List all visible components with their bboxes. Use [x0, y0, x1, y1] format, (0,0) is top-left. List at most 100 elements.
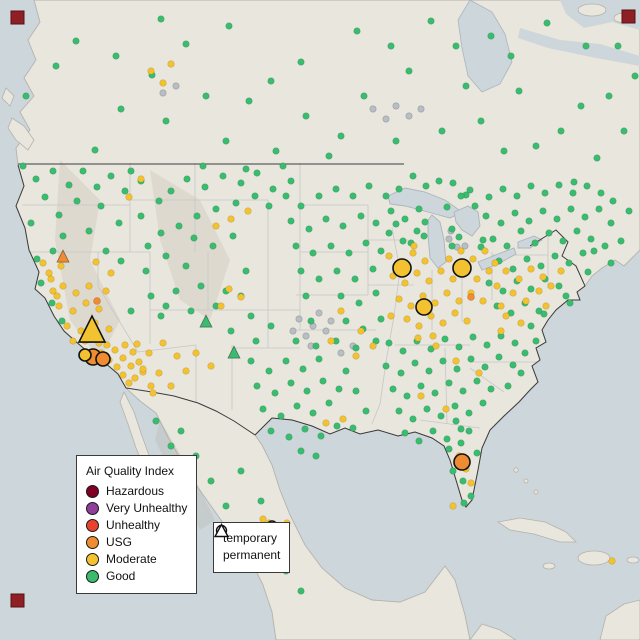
station-dot-good[interactable] [445, 445, 453, 453]
station-dot-moderate[interactable] [445, 255, 453, 263]
station-dot-good[interactable] [72, 37, 80, 45]
station-dot-moderate[interactable] [207, 362, 215, 370]
station-dot-good[interactable] [349, 192, 357, 200]
station-dot-good[interactable] [485, 279, 493, 287]
station-dot-good[interactable] [93, 183, 101, 191]
station-dot-good[interactable] [299, 365, 307, 373]
station-dot-good[interactable] [55, 211, 63, 219]
station-dot-good[interactable] [337, 292, 345, 300]
station-dot-moderate[interactable] [432, 342, 440, 350]
station-dot-good[interactable] [566, 299, 574, 307]
station-dot-good[interactable] [397, 369, 405, 377]
station-dot-good[interactable] [142, 267, 150, 275]
station-dot-good[interactable] [312, 452, 320, 460]
station-dot-good[interactable] [219, 172, 227, 180]
station-dot-good[interactable] [309, 409, 317, 417]
station-dot-moderate[interactable] [155, 369, 163, 377]
station-dot-good[interactable] [287, 379, 295, 387]
station-dot-good[interactable] [605, 92, 613, 100]
station-dot-good[interactable] [41, 193, 49, 201]
station-dot-good[interactable] [245, 97, 253, 105]
station-dot-moderate[interactable] [527, 265, 535, 273]
station-dot-good[interactable] [115, 219, 123, 227]
station-dot-moderate[interactable] [357, 327, 365, 335]
station-dot-moderate[interactable] [409, 249, 417, 257]
station-dot-good[interactable] [569, 189, 577, 197]
station-dot-good[interactable] [581, 213, 589, 221]
station-dot-good[interactable] [121, 187, 129, 195]
station-dot-good[interactable] [339, 222, 347, 230]
station-dot-good[interactable] [73, 197, 81, 205]
station-dot-moderate[interactable] [69, 307, 77, 315]
temporary-station-circle[interactable] [392, 258, 412, 278]
station-dot-moderate[interactable] [451, 309, 459, 317]
station-dot-good[interactable] [162, 302, 170, 310]
station-dot-good[interactable] [182, 40, 190, 48]
station-dot-good[interactable] [523, 255, 531, 263]
station-dot-moderate[interactable] [159, 339, 167, 347]
station-dot-good[interactable] [583, 182, 591, 190]
station-dot-moderate[interactable] [227, 215, 235, 223]
station-dot-good[interactable] [573, 227, 581, 235]
station-dot-moderate[interactable] [463, 317, 471, 325]
station-dot-good[interactable] [253, 169, 261, 177]
station-dot-good[interactable] [382, 362, 390, 370]
station-dot-good[interactable] [553, 215, 561, 223]
station-dot-good[interactable] [467, 492, 475, 500]
station-dot-moderate[interactable] [47, 275, 55, 283]
station-dot-moderate[interactable] [493, 282, 501, 290]
station-dot-moderate[interactable] [539, 273, 547, 281]
station-dot-moderate[interactable] [455, 297, 463, 305]
station-dot-moderate[interactable] [225, 285, 233, 293]
station-dot-moderate[interactable] [457, 247, 465, 255]
station-dot-good[interactable] [259, 405, 267, 413]
station-dot-moderate[interactable] [517, 319, 525, 327]
station-dot-good[interactable] [562, 292, 570, 300]
station-dot-moderate[interactable] [107, 269, 115, 277]
station-dot-good[interactable] [507, 309, 515, 317]
station-dot-good[interactable] [97, 202, 105, 210]
station-dot-nodata[interactable] [382, 115, 390, 123]
station-dot-good[interactable] [49, 247, 57, 255]
station-dot-good[interactable] [352, 344, 360, 352]
station-dot-good[interactable] [365, 182, 373, 190]
station-dot-good[interactable] [157, 15, 165, 23]
station-dot-good[interactable] [521, 349, 529, 357]
station-dot-good[interactable] [469, 333, 477, 341]
station-dot-good[interactable] [292, 242, 300, 250]
station-dot-good[interactable] [473, 449, 481, 457]
station-dot-moderate[interactable] [449, 275, 457, 283]
temporary-station-circle[interactable] [452, 258, 472, 278]
station-dot-moderate[interactable] [497, 302, 505, 310]
station-dot-moderate[interactable] [69, 337, 77, 345]
station-dot-good[interactable] [579, 249, 587, 257]
station-dot-moderate[interactable] [467, 479, 475, 487]
station-dot-good[interactable] [590, 247, 598, 255]
station-dot-good[interactable] [420, 232, 428, 240]
station-dot-nodata[interactable] [295, 315, 303, 323]
station-dot-good[interactable] [37, 279, 45, 287]
station-dot-moderate[interactable] [167, 60, 175, 68]
station-dot-good[interactable] [527, 285, 535, 293]
station-dot-good[interactable] [489, 235, 497, 243]
station-dot-good[interactable] [333, 422, 341, 430]
station-dot-good[interactable] [555, 282, 563, 290]
station-dot-moderate[interactable] [217, 302, 225, 310]
station-dot-good[interactable] [455, 233, 463, 241]
station-dot-moderate[interactable] [327, 337, 335, 345]
station-dot-moderate[interactable] [337, 307, 345, 315]
station-dot-moderate[interactable] [237, 293, 245, 301]
station-dot-good[interactable] [353, 27, 361, 35]
station-dot-moderate[interactable] [95, 305, 103, 313]
station-dot-good[interactable] [607, 219, 615, 227]
station-dot-good[interactable] [452, 417, 460, 425]
station-dot-good[interactable] [457, 439, 465, 447]
station-dot-good[interactable] [382, 192, 390, 200]
station-dot-moderate[interactable] [497, 327, 505, 335]
station-dot-nodata[interactable] [159, 89, 167, 97]
station-dot-good[interactable] [355, 299, 363, 307]
station-dot-good[interactable] [511, 339, 519, 347]
station-dot-good[interactable] [282, 357, 290, 365]
temporary-station-circle[interactable] [95, 351, 111, 367]
station-dot-good[interactable] [271, 389, 279, 397]
